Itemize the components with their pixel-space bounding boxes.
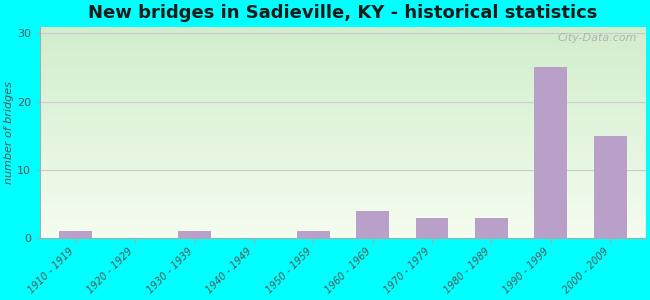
- Bar: [178, 231, 211, 238]
- Bar: [534, 68, 567, 238]
- Bar: [416, 218, 448, 238]
- Bar: [356, 211, 389, 238]
- Bar: [475, 218, 508, 238]
- Text: City-Data.com: City-Data.com: [557, 33, 637, 43]
- Bar: [297, 231, 330, 238]
- Y-axis label: number of bridges: number of bridges: [4, 81, 14, 184]
- Bar: [594, 136, 627, 238]
- Bar: [59, 231, 92, 238]
- Title: New bridges in Sadieville, KY - historical statistics: New bridges in Sadieville, KY - historic…: [88, 4, 597, 22]
